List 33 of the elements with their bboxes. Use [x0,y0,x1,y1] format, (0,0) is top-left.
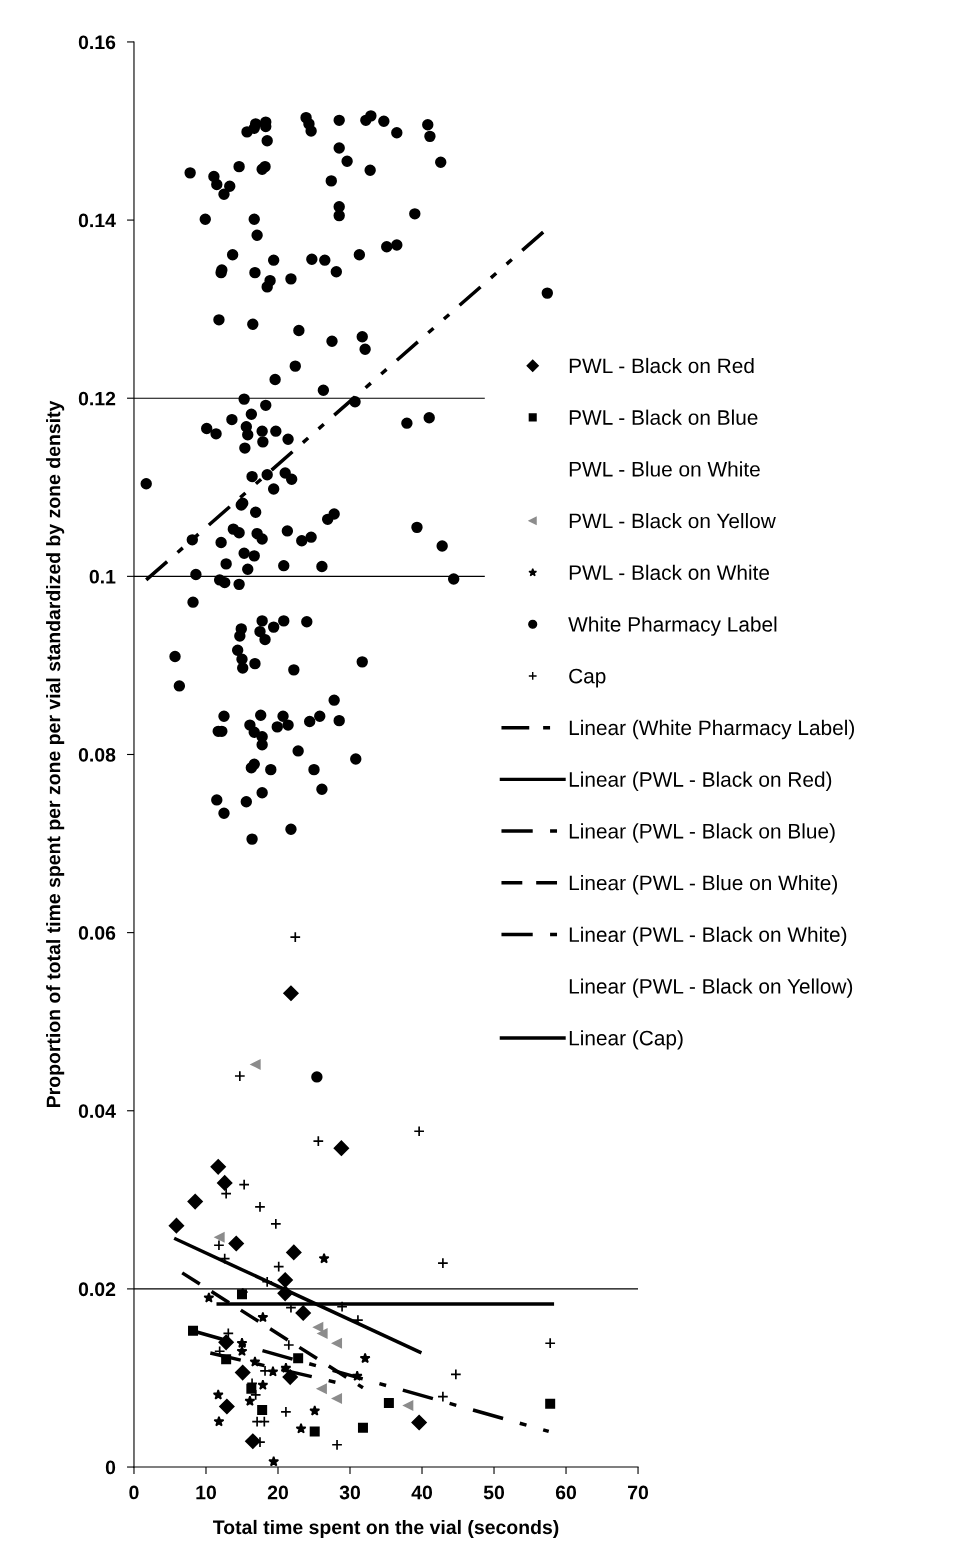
y-axis-title: Proportion of total time spent per zone per vial standardized by zone density [46,400,65,1107]
legend-label: Linear (PWL - Blue on White) [569,875,837,895]
legend-label: Linear (PWL - Black on White) [569,926,847,947]
y-tick-label: 0 [105,1460,116,1475]
legend-label: Linear (PWL - Black on Red) [569,771,832,791]
text: PWL - Blue on White [569,461,760,477]
x-tick-label: 70 [628,1485,649,1500]
y-tick-label: 0.08 [78,747,116,762]
legend-label: PWL - Black on White [569,564,770,581]
y-tick-label: 0.1 [89,569,116,584]
x-tick-label: 40 [411,1485,433,1500]
legend-label: Cap [569,668,606,688]
y-tick-label: 0.02 [78,1282,116,1297]
legend-label: Linear (PWL - Black on Blue) [569,823,835,843]
x-tick-label: 50 [483,1485,505,1500]
x-tick-label: 0 [129,1485,139,1500]
legend-label: White Pharmacy Label [568,616,777,636]
y-tick-label: 0.16 [78,35,116,50]
legend-label: Linear (White Pharmacy Label) [569,719,854,740]
x-tick-label: 60 [555,1485,577,1500]
text: Linear (PWL - Black on Yellow) [569,978,853,998]
legend-label: PWL - Black on Yellow [569,513,776,529]
y-tick-label: 0.04 [78,1104,116,1118]
y-tick-label: 0.06 [78,926,116,940]
x-tick-label: 20 [267,1485,289,1500]
x-axis-title: Total time spent on the vial (seconds) [213,1519,559,1539]
x-tick-label: 30 [339,1485,361,1500]
y-tick-label: 0.12 [78,391,116,406]
legend-label: PWL - Black on Blue [569,409,758,425]
y-tick-label: 0.14 [78,213,116,228]
legend-label: PWL - Black on Red [569,357,754,374]
legend-label: Linear (Cap) [569,1030,683,1050]
x-tick-label: 10 [196,1485,217,1500]
